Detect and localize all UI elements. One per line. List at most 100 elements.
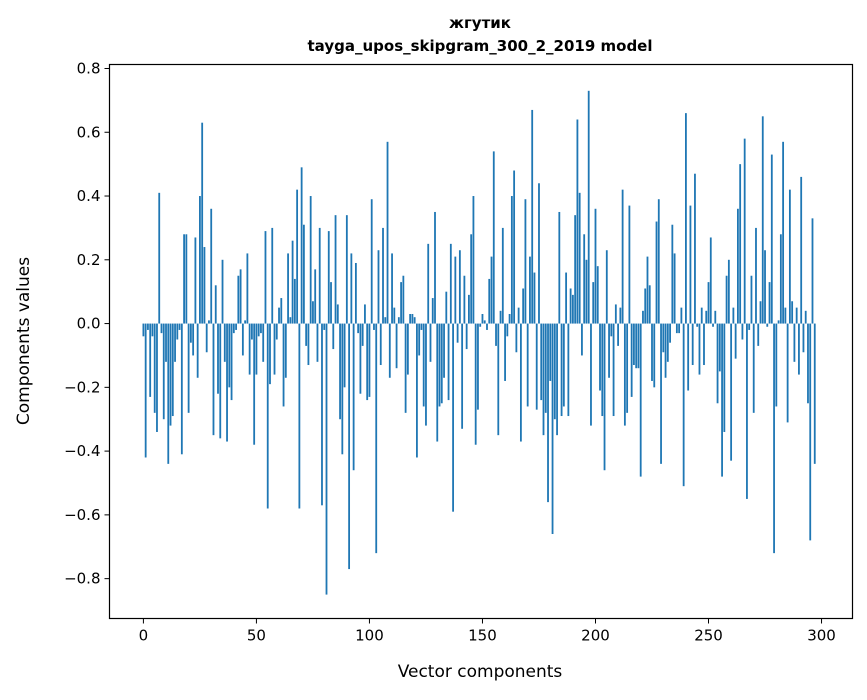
bar [707, 282, 710, 324]
bar [370, 199, 373, 324]
bar [221, 259, 224, 324]
x-tick-label: 150 [468, 627, 497, 645]
bar [583, 234, 586, 324]
bars-group [142, 90, 816, 595]
bar [336, 304, 339, 324]
bar [262, 323, 265, 362]
bar [800, 176, 803, 324]
bar [391, 253, 393, 324]
bar [339, 323, 341, 420]
bar [752, 323, 755, 413]
bar [669, 323, 671, 343]
chart-subtitle: tayga_upos_skipgram_300_2_2019 model [308, 37, 653, 55]
bar [416, 323, 418, 458]
bar [721, 323, 723, 477]
bar [269, 323, 271, 385]
bar [147, 323, 149, 330]
bar [633, 323, 635, 366]
x-tick-label: 0 [139, 627, 149, 645]
bar [178, 323, 181, 330]
bar [359, 323, 362, 394]
bar [585, 259, 588, 324]
bar [809, 323, 812, 541]
bar [384, 317, 387, 324]
bar [551, 323, 554, 535]
bar [318, 227, 321, 324]
bar [302, 224, 305, 324]
bar [542, 323, 545, 436]
bar [373, 323, 375, 330]
bar [479, 323, 482, 327]
bar [513, 170, 516, 324]
bar [230, 323, 233, 401]
bar [560, 323, 563, 417]
y-tick-label: 0.0 [77, 315, 101, 333]
bar [535, 323, 538, 410]
bar [201, 122, 204, 324]
bar [562, 323, 565, 407]
bar [232, 323, 235, 334]
bar [142, 323, 145, 337]
bar [553, 323, 556, 420]
bar [244, 320, 247, 324]
bar [312, 301, 314, 324]
bar [305, 323, 308, 346]
x-axis-label: Vector components [398, 662, 563, 682]
bar [750, 275, 753, 324]
bar [332, 323, 335, 350]
bar [743, 138, 746, 324]
bar [768, 282, 771, 324]
bar [501, 227, 504, 324]
bar [458, 250, 461, 324]
bar [325, 323, 328, 595]
bar [626, 323, 629, 413]
x-tick-label: 250 [694, 627, 723, 645]
bar [162, 323, 165, 420]
bar [788, 189, 791, 324]
bar [199, 196, 201, 324]
bar [205, 323, 208, 353]
bar [255, 323, 258, 375]
bar [682, 323, 685, 487]
bar [434, 211, 436, 324]
bar [673, 253, 676, 324]
bar [174, 323, 176, 362]
bar [533, 272, 536, 324]
bar [379, 323, 382, 366]
bar [348, 323, 351, 570]
bar [630, 323, 633, 397]
bar [203, 247, 206, 324]
bar [492, 151, 495, 324]
bar [291, 240, 294, 324]
bar [773, 323, 775, 554]
bar [420, 323, 423, 330]
bar [764, 250, 766, 324]
bar [813, 323, 816, 464]
bar [558, 211, 561, 324]
x-tick-label: 50 [247, 627, 266, 645]
bar [474, 323, 477, 445]
bar [664, 323, 667, 378]
bar [689, 205, 692, 324]
bar [280, 298, 283, 324]
bar [264, 231, 267, 324]
bar [488, 278, 491, 324]
bar [497, 323, 500, 436]
bar [725, 275, 728, 324]
bar [477, 323, 479, 410]
bar [436, 323, 439, 442]
bar [404, 323, 407, 413]
bar [470, 234, 473, 324]
bar [490, 256, 493, 324]
bar [685, 113, 687, 324]
bar [298, 323, 301, 509]
bar [472, 196, 475, 324]
bar [802, 323, 805, 353]
bar [807, 323, 809, 404]
bar [409, 313, 412, 324]
bar [786, 323, 789, 423]
bar [601, 323, 604, 417]
bar [529, 256, 531, 324]
bar [393, 307, 396, 324]
